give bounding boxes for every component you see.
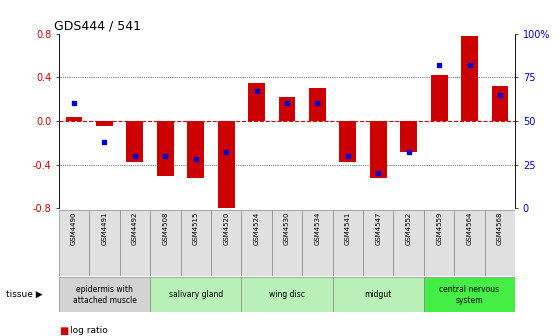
Bar (461, 36, 478, 121)
Bar (150, 277, 241, 312)
Text: GSM4568: GSM4568 (497, 212, 503, 246)
Bar (241, 210, 272, 276)
Text: GSM4559: GSM4559 (436, 212, 442, 245)
Bar (59, 210, 89, 276)
Bar (431, 75, 447, 121)
Bar (492, 86, 508, 121)
Text: GSM4552: GSM4552 (405, 212, 412, 245)
Bar (96, 121, 113, 126)
Bar (211, 210, 241, 276)
Text: GSM4534: GSM4534 (314, 212, 320, 245)
Text: wing disc: wing disc (269, 290, 305, 299)
Bar (424, 210, 454, 276)
Bar (59, 277, 150, 312)
Text: tissue ▶: tissue ▶ (6, 290, 42, 299)
Text: GSM4515: GSM4515 (193, 212, 199, 245)
Text: GSM4547: GSM4547 (375, 212, 381, 245)
Text: GSM4508: GSM4508 (162, 212, 169, 246)
Text: salivary gland: salivary gland (169, 290, 223, 299)
Bar (89, 210, 120, 276)
Bar (180, 210, 211, 276)
Text: GSM4564: GSM4564 (466, 212, 473, 245)
Text: midgut: midgut (365, 290, 392, 299)
Text: log ratio: log ratio (70, 327, 108, 335)
Bar (218, 121, 235, 210)
Bar (120, 210, 150, 276)
Bar (248, 83, 265, 121)
Bar (188, 121, 204, 178)
Bar (302, 210, 333, 276)
Bar (339, 121, 356, 163)
Bar (157, 121, 174, 175)
Bar (66, 117, 82, 121)
Bar (279, 97, 295, 121)
Text: GDS444 / 541: GDS444 / 541 (54, 19, 141, 33)
Bar (454, 210, 485, 276)
Bar (127, 121, 143, 163)
Bar (485, 210, 515, 276)
Text: GSM4541: GSM4541 (345, 212, 351, 245)
Bar (424, 277, 515, 312)
Bar (309, 88, 326, 121)
Bar (394, 210, 424, 276)
Text: central nervous
system: central nervous system (440, 285, 500, 304)
Text: ■: ■ (59, 326, 68, 336)
Text: GSM4530: GSM4530 (284, 212, 290, 246)
Bar (363, 210, 394, 276)
Text: GSM4492: GSM4492 (132, 212, 138, 245)
Bar (333, 210, 363, 276)
Text: GSM4520: GSM4520 (223, 212, 229, 245)
Bar (272, 210, 302, 276)
Bar (333, 277, 424, 312)
Text: epidermis with
attached muscle: epidermis with attached muscle (72, 285, 137, 304)
Bar (370, 121, 386, 178)
Bar (241, 277, 333, 312)
Bar (400, 121, 417, 152)
Bar (150, 210, 180, 276)
Text: GSM4490: GSM4490 (71, 212, 77, 246)
Text: GSM4491: GSM4491 (101, 212, 108, 246)
Text: GSM4524: GSM4524 (254, 212, 260, 245)
